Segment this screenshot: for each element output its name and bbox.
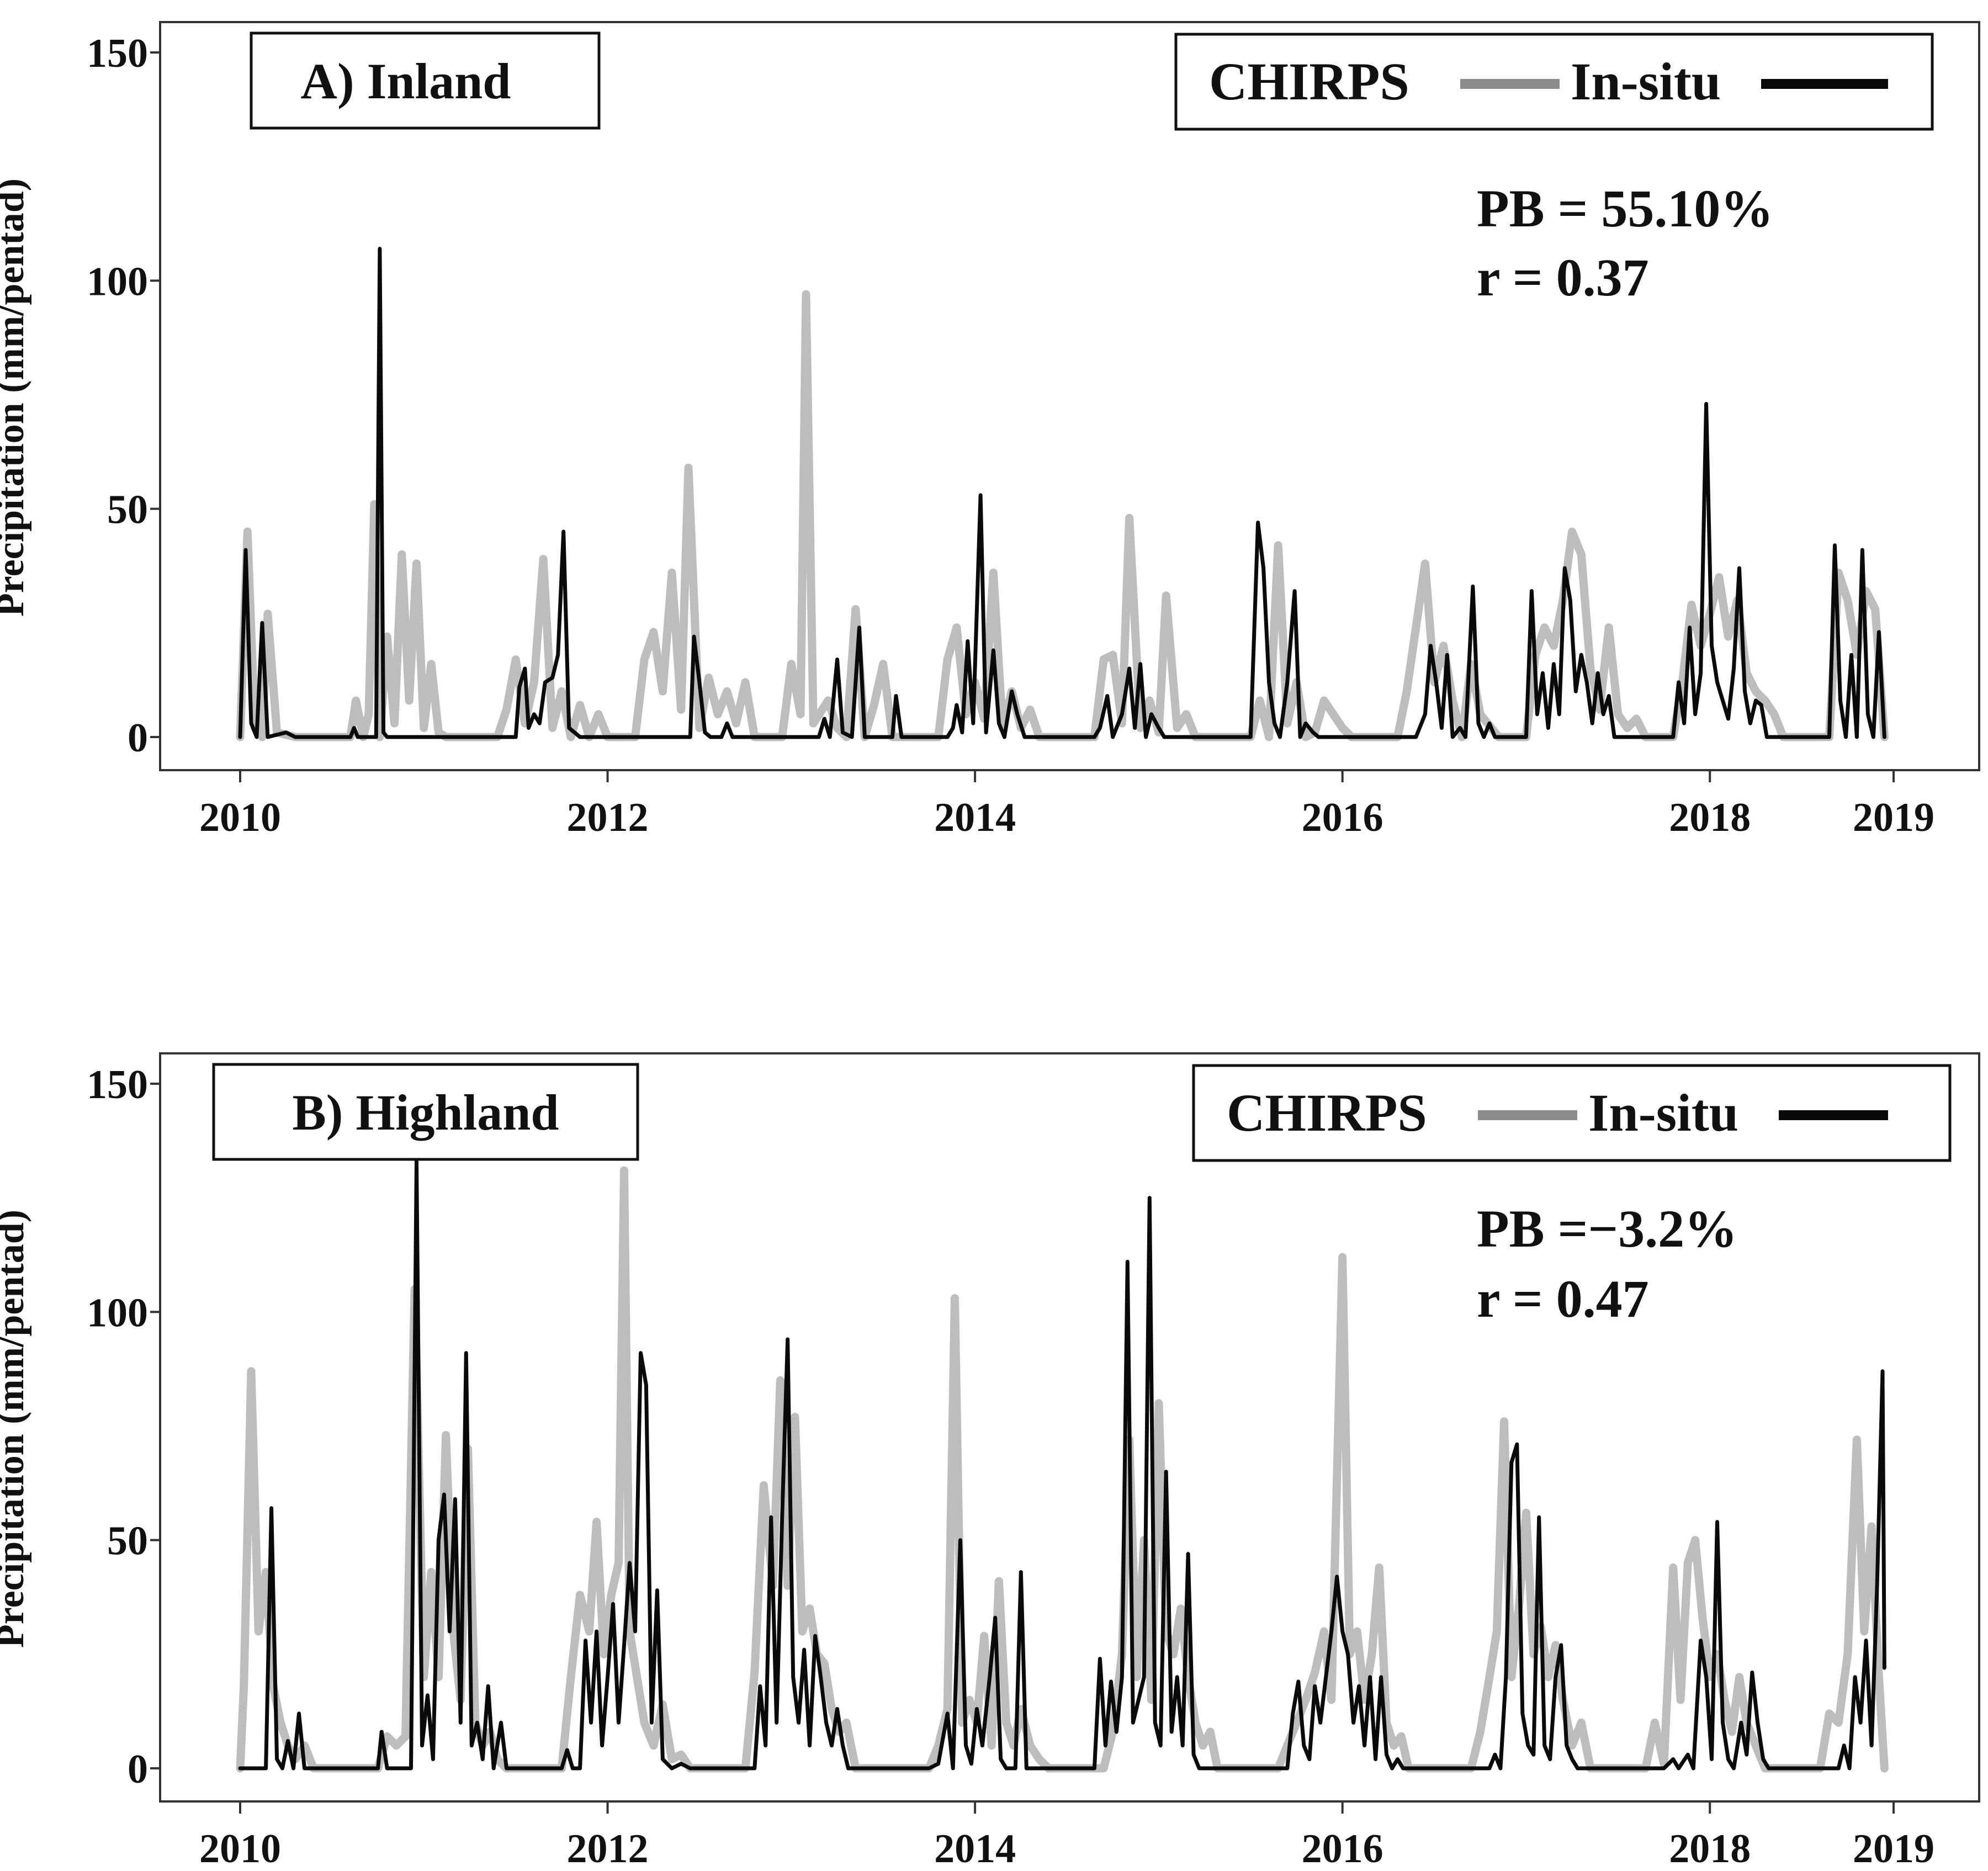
series-layer	[236, 1159, 1889, 1773]
axis-layer: 2010 2012 2014 2016 2018 2019 0 50 100 150	[87, 1062, 1934, 1871]
x-tick-label: 2014	[934, 795, 1016, 840]
stat-r: r = 0.37	[1477, 248, 1649, 307]
x-tick-label: 2016	[1302, 1826, 1383, 1868]
x-tick-label: 2018	[1669, 1826, 1751, 1868]
stat-r: r = 0.47	[1477, 1269, 1649, 1328]
panel-label: A) Inland	[301, 53, 511, 109]
legend-label-chirps: CHIRPS	[1227, 1083, 1427, 1142]
legend-label-insitu: In-situ	[1571, 52, 1721, 111]
x-tick-label: 2018	[1669, 795, 1751, 840]
axis-layer: 2010 2012 2014 2016 2018 2019 0 50 100 150	[87, 31, 1934, 840]
x-tick-label: 2010	[199, 1826, 281, 1868]
x-tick-label: 2019	[1853, 795, 1934, 840]
series-layer	[236, 247, 1889, 741]
x-tick-label: 2014	[934, 1826, 1016, 1868]
y-tick-label: 0	[128, 715, 148, 761]
y-tick-label: 50	[107, 487, 148, 533]
panel-inland: 2010 2012 2014 2016 2018 2019 0 50 100 150 Precip…	[0, 21, 1980, 840]
y-tick-label: 150	[87, 1062, 148, 1107]
panel-label-box	[212, 1063, 639, 1161]
legend-label-chirps: CHIRPS	[1209, 52, 1409, 111]
y-tick-label: 100	[87, 1290, 148, 1335]
y-axis-label: Precipitation (mm/pentad)	[0, 1210, 32, 1648]
series-line-insitu	[238, 247, 1886, 739]
series-line-insitu	[238, 1159, 1886, 1771]
y-tick-label: 0	[128, 1747, 148, 1792]
y-tick-label: 100	[87, 259, 148, 304]
stat-pb: PB = 55.10%	[1477, 179, 1773, 238]
panel-label-box	[250, 31, 601, 130]
stat-pb: PB =−3.2%	[1477, 1199, 1737, 1258]
legend-label-insitu: In-situ	[1588, 1083, 1738, 1142]
x-tick-label: 2019	[1853, 1826, 1934, 1868]
x-tick-label: 2016	[1302, 795, 1383, 840]
x-tick-label: 2012	[567, 1826, 649, 1868]
y-axis-label: Precipitation (mm/pentad)	[0, 178, 32, 617]
panel-highland: 2010 2012 2014 2016 2018 2019 0 50 100 150 Precip…	[0, 1052, 1980, 1871]
x-tick-label: 2012	[567, 795, 649, 840]
x-tick-label: 2010	[199, 795, 281, 840]
y-tick-label: 50	[107, 1519, 148, 1564]
panel-label: B) Highland	[292, 1084, 559, 1141]
plot-frame	[159, 1052, 1980, 1803]
y-tick-label: 150	[87, 31, 148, 76]
plot-frame	[159, 21, 1980, 771]
